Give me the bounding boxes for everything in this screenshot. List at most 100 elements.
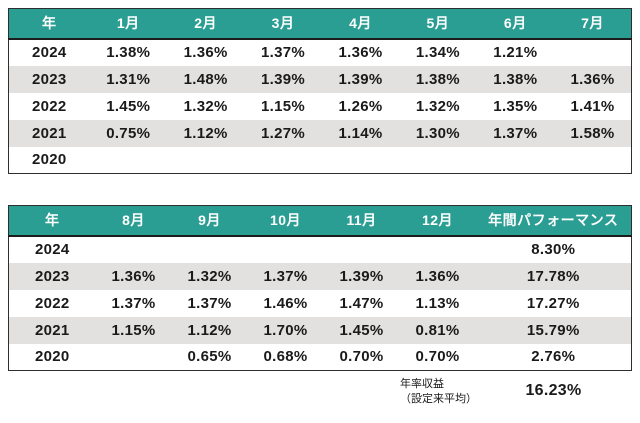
value-cell	[324, 236, 400, 263]
value-cell: 1.21%	[493, 44, 538, 61]
annual-value-cell: 8.30%	[531, 241, 576, 258]
value-cell: 1.27%	[244, 119, 322, 147]
header-row: 年 8月 9月 10月 11月 12月 年間パフォーマンス	[8, 205, 632, 236]
column-header-month: 10月	[247, 205, 324, 236]
value-cell: 0.81%	[399, 316, 476, 344]
year-cell: 2024	[31, 44, 67, 61]
value-cell	[96, 344, 172, 371]
value-cell	[90, 147, 167, 174]
value-cell: 1.15%	[261, 97, 306, 115]
value-cell: 1.15%	[95, 316, 172, 344]
value-cell: 0.68%	[263, 348, 308, 366]
column-header-year: 年	[8, 205, 96, 236]
value-cell: 1.45%	[106, 97, 151, 115]
value-cell: 1.39%	[321, 65, 400, 93]
value-cell: 1.37%	[247, 262, 324, 290]
value-cell: 1.58%	[554, 119, 632, 147]
year-cell: 2021	[8, 119, 90, 147]
value-cell: 1.13%	[415, 294, 460, 312]
value-cell: 1.37%	[261, 44, 306, 61]
value-cell	[96, 236, 172, 263]
annualized-return-value: 16.23%	[525, 382, 582, 399]
year-cell: 2020	[31, 151, 67, 169]
value-cell: 1.37%	[476, 119, 555, 147]
table-row: 2023 1.31% 1.48% 1.39% 1.39% 1.38% 1.38%…	[8, 65, 632, 93]
value-cell: 1.48%	[166, 65, 245, 93]
value-cell	[399, 147, 476, 174]
value-cell: 1.32%	[171, 262, 248, 290]
header-row: 年 1月 2月 3月 4月 5月 6月 7月	[8, 8, 632, 39]
year-cell: 2024	[34, 241, 70, 258]
value-cell: 1.39%	[244, 65, 322, 93]
value-cell	[400, 236, 476, 263]
value-cell: 1.38%	[106, 44, 151, 61]
table-row: 2020 0.65% 0.68% 0.70% 0.70% 2.76%	[9, 344, 632, 371]
column-header-month: 8月	[95, 205, 172, 236]
table-row: 2024 1.38% 1.36% 1.37% 1.36% 1.34% 1.21%	[9, 39, 632, 66]
value-cell: 1.30%	[399, 119, 477, 147]
annual-value-cell: 17.78%	[475, 262, 632, 290]
value-cell: 1.14%	[321, 119, 400, 147]
year-cell: 2023	[8, 65, 90, 93]
value-cell: 0.65%	[187, 348, 232, 366]
value-cell: 1.12%	[166, 119, 245, 147]
table-row: 2022 1.45% 1.32% 1.15% 1.26% 1.32% 1.35%…	[9, 93, 632, 120]
table-row: 2023 1.36% 1.32% 1.37% 1.39% 1.36% 17.78…	[8, 262, 632, 290]
value-cell: 1.47%	[339, 294, 384, 312]
value-cell	[172, 236, 248, 263]
annual-value-cell: 15.79%	[475, 316, 632, 344]
value-cell: 1.36%	[554, 65, 632, 93]
value-cell: 1.45%	[323, 316, 400, 344]
value-cell: 1.36%	[338, 44, 383, 61]
value-cell: 1.32%	[183, 97, 228, 115]
value-cell: 1.39%	[323, 262, 400, 290]
column-header-month: 5月	[399, 8, 477, 39]
value-cell: 1.36%	[399, 262, 476, 290]
value-cell: 0.70%	[339, 348, 384, 366]
year-cell: 2022	[34, 294, 70, 312]
column-header-month: 4月	[321, 8, 400, 39]
value-cell	[554, 147, 631, 174]
annualized-return-label-line1: 年率収益	[400, 378, 444, 390]
value-cell: 1.35%	[493, 97, 538, 115]
column-header-month: 11月	[323, 205, 400, 236]
value-cell: 1.36%	[183, 44, 228, 61]
table-row: 2021 1.15% 1.12% 1.70% 1.45% 0.81% 15.79…	[8, 316, 632, 344]
monthly-performance-table-aug-dec-annual: 年 8月 9月 10月 11月 12月 年間パフォーマンス 2024 8.30%…	[8, 205, 632, 371]
monthly-performance-table-jan-jul: 年 1月 2月 3月 4月 5月 6月 7月 2024 1.38% 1.36% …	[8, 8, 632, 174]
value-cell: 1.37%	[111, 294, 156, 312]
column-header-month: 2月	[166, 8, 245, 39]
value-cell: 1.32%	[415, 97, 460, 115]
value-cell: 1.70%	[247, 316, 324, 344]
value-cell: 1.26%	[338, 97, 383, 115]
column-header-month: 3月	[244, 8, 322, 39]
annual-value-cell: 2.76%	[531, 348, 576, 366]
column-header-year: 年	[8, 8, 90, 39]
table-row: 2020	[9, 147, 632, 174]
value-cell: 0.70%	[415, 348, 460, 366]
value-cell: 1.34%	[415, 44, 460, 61]
value-cell: 1.38%	[399, 65, 477, 93]
column-header-month: 9月	[171, 205, 248, 236]
value-cell: 1.12%	[171, 316, 248, 344]
value-cell: 1.31%	[89, 65, 167, 93]
annualized-return-label: 年率収益 （設定来平均）	[400, 377, 477, 408]
value-cell: 1.41%	[570, 97, 615, 115]
value-cell	[554, 39, 631, 66]
value-cell: 1.36%	[95, 262, 172, 290]
column-header-annual-performance: 年間パフォーマンス	[475, 205, 632, 236]
value-cell: 1.37%	[187, 294, 232, 312]
value-cell	[248, 236, 324, 263]
value-cell: 1.38%	[476, 65, 555, 93]
value-cell: 1.46%	[263, 294, 308, 312]
table-row: 2022 1.37% 1.37% 1.46% 1.47% 1.13% 17.27…	[9, 290, 632, 317]
value-cell	[167, 147, 244, 174]
column-header-month: 6月	[476, 8, 555, 39]
year-cell: 2020	[34, 348, 70, 366]
value-cell	[477, 147, 554, 174]
column-header-month: 1月	[89, 8, 167, 39]
year-cell: 2023	[8, 262, 96, 290]
annualized-return-footer: 年率収益 （設定来平均） 16.23%	[8, 371, 632, 415]
year-cell: 2022	[31, 97, 67, 115]
